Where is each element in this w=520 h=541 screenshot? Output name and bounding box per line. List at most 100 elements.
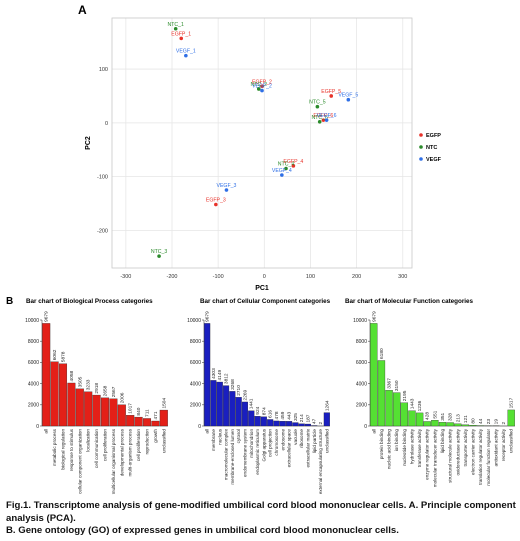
mf-value-label: 3367 <box>387 378 393 389</box>
cc-category-label: membrane <box>211 429 216 451</box>
bar-chart-biological-process: Bar chart of Biological Process categori… <box>25 298 168 494</box>
mf-bar <box>370 323 378 427</box>
cc-category-label: nucleus <box>217 428 222 445</box>
cc-bar <box>267 419 274 427</box>
mf-value-label: 2 <box>501 421 507 424</box>
pca-x-tick-label: 300 <box>398 274 407 280</box>
pca-x-tick-label: 0 <box>263 274 266 280</box>
pca-x-axis-label: PC1 <box>255 285 269 292</box>
legend-swatch-ntc <box>419 145 423 149</box>
pca-point-label: VEGF_3 <box>217 183 237 189</box>
bp-y-tick-label: 8000 <box>28 339 39 345</box>
pca-point-vegf_4 <box>280 173 284 177</box>
bp-value-label: 471 <box>153 411 159 419</box>
cc-category-label: all <box>205 429 210 434</box>
cc-bar <box>304 423 311 427</box>
figure-caption: Fig.1. Transcriptome analysis of gene-mo… <box>6 500 516 538</box>
bp-category-label: unclassified <box>161 429 166 453</box>
mf-bar <box>438 422 447 427</box>
pca-point-label: NTC_6 <box>311 115 328 121</box>
caption-line-1: Fig.1. Transcriptome analysis of gene-mo… <box>6 500 516 524</box>
bp-category-label: cell proliferation <box>136 429 141 462</box>
bp-bar <box>100 397 110 427</box>
mf-category-label: transferase activity <box>417 428 422 467</box>
bp-category-label: multi-organism process <box>128 428 133 476</box>
pca-point-label: NTC_2 <box>251 82 268 88</box>
caption-line-2: B. Gene ontology (GO) of expressed genes… <box>6 525 399 536</box>
mf-bar <box>423 421 431 427</box>
cc-value-label: 1264 <box>324 400 330 411</box>
mf-y-tick-label: 8000 <box>356 339 367 345</box>
pca-point-label: EGFP_5 <box>321 89 341 95</box>
cc-value-label: 4149 <box>217 370 223 381</box>
pca-point-label: VEGF_5 <box>338 93 358 99</box>
mf-y-tick-label: 6000 <box>356 360 367 366</box>
figure-canvas: A -300 -200 -100 0 100 200 300-200-1000100PC1P… <box>6 3 515 494</box>
pca-point-label: VEGF_6 <box>317 113 337 119</box>
mf-category-label: oxidoreductase activity <box>455 428 460 475</box>
pca-point-egfp_2 <box>260 84 264 89</box>
bp-bar <box>134 416 143 427</box>
mf-category-label: protein binding <box>379 429 384 460</box>
cc-y-tick-label: 10000 <box>187 318 201 324</box>
cc-bar <box>292 422 299 427</box>
cc-category-label: extracellular matrix <box>305 428 310 467</box>
mf-bar <box>507 409 515 427</box>
pca-y-tick-label: -200 <box>97 228 108 234</box>
bp-category-label: cellular component organization <box>77 429 82 494</box>
cc-value-label: 9679 <box>205 311 211 322</box>
pca-point-egfp_5 <box>329 94 334 98</box>
bp-value-label: 1017 <box>128 403 134 414</box>
bp-bar <box>50 361 59 427</box>
cc-category-label: membrane-enclosed lumen <box>230 429 235 485</box>
mf-bar <box>408 410 416 427</box>
bp-value-label: 3233 <box>86 379 92 390</box>
pca-point-label: EGFP_2 <box>252 79 272 85</box>
bp-value-label: 2567 <box>111 386 117 397</box>
cc-bar <box>273 420 280 427</box>
pca-point-label: EGFP_4 <box>283 159 303 165</box>
mf-bar <box>393 392 401 427</box>
pca-point-label: VEGF_2 <box>252 84 272 90</box>
pca-x-tick-label: 100 <box>306 274 315 280</box>
mf-y-tick-label: 10000 <box>353 318 367 324</box>
cc-category-label: Golgi apparatus <box>261 428 266 461</box>
cc-bar <box>229 391 236 427</box>
cc-value-label: 3268 <box>230 379 236 390</box>
mf-bar <box>446 422 454 427</box>
pca-point-label: NTC_5 <box>309 100 326 106</box>
cc-y-tick-label: 6000 <box>190 360 201 366</box>
mf-value-label: 23 <box>486 419 492 425</box>
pca-point-vegf_2 <box>260 88 264 93</box>
pca-point-ntc_2 <box>256 87 261 91</box>
cc-bar <box>223 385 230 427</box>
mf-value-label: 9679 <box>371 311 377 322</box>
pca-scatter-plot: -300 -200 -100 0 100 200 300 -200 -100 0 100 PC1 PC2… <box>85 17 442 292</box>
bp-value-label: 1504 <box>161 398 167 409</box>
mf-value-label: 1443 <box>409 398 415 409</box>
bp-bar <box>109 398 118 427</box>
bp-category-label: cell proliferation <box>103 429 108 462</box>
mf-category-label: all <box>371 429 376 434</box>
cc-category-label: cytosol <box>236 429 241 443</box>
cc-value-label: 4303 <box>211 368 217 379</box>
cc-category-label: vacuole <box>293 429 298 445</box>
bp-value-label: 711 <box>145 409 151 417</box>
bp-bar <box>92 394 101 427</box>
bp-bar <box>84 391 93 427</box>
pca-plot-frame <box>111 17 413 269</box>
mf-bar <box>461 424 470 427</box>
bp-y-tick-label: 0 <box>36 424 39 430</box>
legend-label-ntc: NTC <box>426 145 437 151</box>
pca-point-ntc_3 <box>157 254 161 258</box>
mf-category-label: receptor activity <box>501 428 506 461</box>
cc-value-label: 1441 <box>249 398 255 409</box>
cc-y-tick-label: 8000 <box>190 339 201 345</box>
pca-point-egfp_1 <box>179 36 184 41</box>
pca-point-vegf_6 <box>324 118 329 122</box>
mf-value-label: 213 <box>455 414 461 422</box>
cc-bar <box>204 323 211 427</box>
cc-y-tick-label: 4000 <box>190 381 201 387</box>
cc-value-label: 325 <box>293 413 299 421</box>
mf-category-label: transporter activity <box>463 428 468 466</box>
